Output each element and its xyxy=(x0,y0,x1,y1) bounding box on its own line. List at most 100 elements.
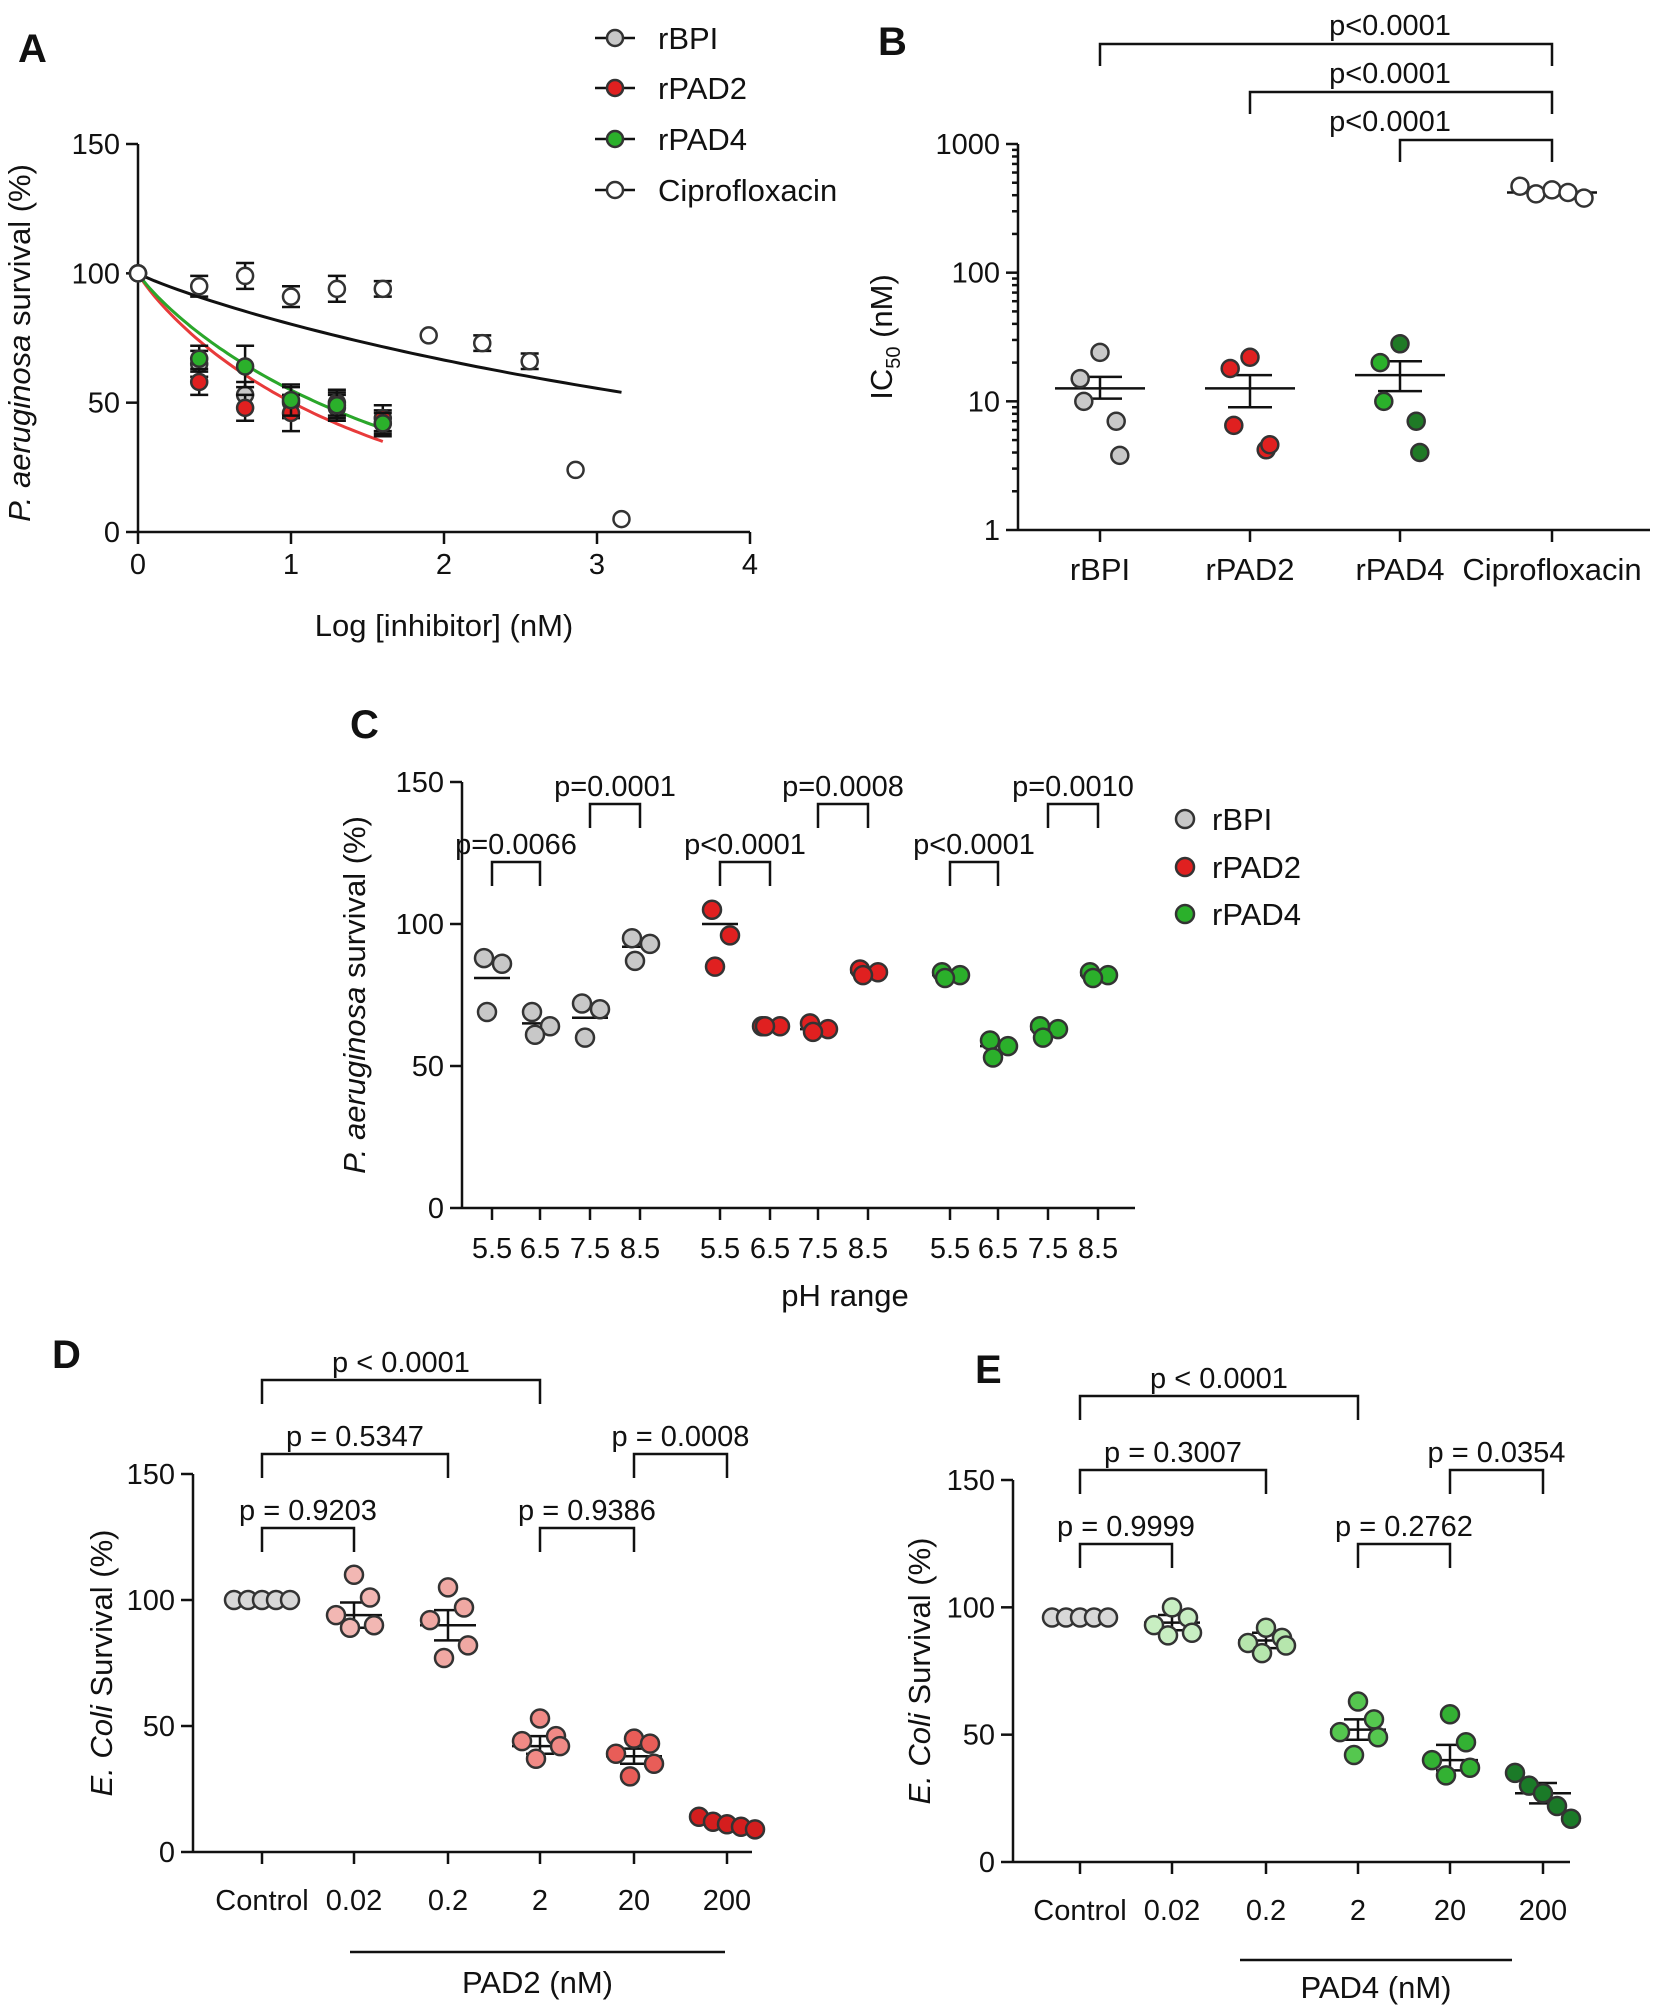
e-point xyxy=(1459,1757,1481,1779)
c-x-tick-label: 5.5 xyxy=(472,1233,512,1265)
a-point-rpad4 xyxy=(235,357,255,376)
a-y-tick-label: 150 xyxy=(72,129,120,161)
e-comparison-bracket xyxy=(1448,1468,1545,1494)
b-comparison-label: p<0.0001 xyxy=(1329,106,1451,138)
c-point-rbpi xyxy=(491,953,513,975)
d-comparison-bracket xyxy=(538,1526,636,1552)
c-point-rpad2 xyxy=(719,925,741,946)
a-point-ciprofloxacin xyxy=(189,277,209,296)
panel-label-e: E xyxy=(975,1348,1002,1392)
c-comparison-label: p<0.0001 xyxy=(684,829,806,861)
d-y-axis-title-part: Survival (%) xyxy=(84,1529,119,1705)
d-point xyxy=(525,1748,547,1770)
d-comparison-label: p = 0.9203 xyxy=(239,1495,377,1527)
c-comparison-bracket xyxy=(588,802,642,828)
c-x-tick-label: 6.5 xyxy=(750,1233,790,1265)
b-point-rpad4 xyxy=(1406,411,1426,432)
c-point-rpad4 xyxy=(979,1030,1001,1051)
d-x-tick-label: 20 xyxy=(618,1885,650,1917)
e-point xyxy=(1560,1808,1582,1829)
d-point xyxy=(457,1635,479,1656)
c-x-tick-label: 6.5 xyxy=(520,1233,560,1265)
e-comparison-label: p = 0.9999 xyxy=(1057,1511,1195,1543)
a-point-ciprofloxacin xyxy=(566,460,585,480)
a-y-axis-title: P. aeruginosa survival (%) xyxy=(2,164,37,522)
c-comparison-bracket xyxy=(718,860,772,886)
c-legend-label: rBPI xyxy=(1212,802,1272,837)
a-legend-marker-rpad2 xyxy=(605,78,625,98)
d-point xyxy=(549,1735,571,1757)
c-legend-marker-rpad4 xyxy=(1174,903,1196,925)
d-y-axis-title: E. Coli Survival (%) xyxy=(84,1529,119,1796)
b-point-ciprofloxacin xyxy=(1574,188,1594,208)
a-point-rpad4 xyxy=(281,390,301,410)
d-y-tick-label: 50 xyxy=(143,1711,175,1743)
a-x-tick-label: 3 xyxy=(589,549,605,581)
b-y-tick-label: 10 xyxy=(968,386,1000,418)
e-point xyxy=(1157,1625,1179,1646)
d-comparison-bracket xyxy=(260,1452,450,1478)
d-point xyxy=(605,1743,627,1764)
a-legend-marker-rbpi xyxy=(605,28,625,48)
e-point xyxy=(1255,1617,1277,1638)
d-point xyxy=(343,1564,365,1586)
b-point-ciprofloxacin xyxy=(1558,182,1578,203)
a-legend-marker-ciprofloxacin xyxy=(605,180,625,200)
c-y-tick-label: 0 xyxy=(428,1193,444,1225)
b-comparison-label: p<0.0001 xyxy=(1329,58,1451,90)
e-comparison-label: p = 0.0354 xyxy=(1428,1437,1566,1469)
c-comparison-label: p<0.0001 xyxy=(913,829,1035,861)
a-fit-curve-ciprofloxacin xyxy=(137,271,622,394)
c-x-tick-label: 7.5 xyxy=(570,1233,610,1265)
b-x-tick-label: Ciprofloxacin xyxy=(1462,552,1641,587)
e-x-tick-label: 20 xyxy=(1434,1895,1466,1927)
d-point xyxy=(279,1589,301,1611)
c-point-rbpi xyxy=(571,993,593,1014)
e-point xyxy=(1329,1721,1351,1743)
e-y-tick-label: 50 xyxy=(963,1720,995,1752)
d-y-tick-label: 100 xyxy=(127,1585,175,1617)
e-comparison-bracket xyxy=(1078,1468,1268,1494)
d-x-tick-label: 0.2 xyxy=(428,1885,468,1917)
e-x-tick-label: 200 xyxy=(1519,1895,1567,1927)
a-point-rpad4 xyxy=(327,396,347,415)
c-x-tick-label: 7.5 xyxy=(1028,1233,1068,1265)
e-point xyxy=(1363,1709,1385,1730)
d-y-tick-label: 0 xyxy=(159,1837,175,1869)
d-x-tick-label: 0.02 xyxy=(326,1885,382,1917)
b-y-axis-title: IC50 (nM) xyxy=(864,274,905,400)
c-comparison-label: p=0.0066 xyxy=(455,829,577,861)
a-point-rpad4 xyxy=(373,414,393,433)
c-point-rbpi xyxy=(621,927,643,949)
b-point-ciprofloxacin xyxy=(1510,176,1530,196)
e-y-tick-label: 150 xyxy=(947,1465,995,1497)
b-comparison-label: p<0.0001 xyxy=(1329,10,1451,42)
a-point-rpad2 xyxy=(189,372,209,392)
c-x-axis-title: pH range xyxy=(781,1278,909,1313)
b-y-axis-title-part: 50 xyxy=(883,347,905,369)
c-x-tick-label: 8.5 xyxy=(620,1233,660,1265)
c-point-rbpi xyxy=(639,933,661,955)
a-x-tick-label: 1 xyxy=(283,549,299,581)
e-point xyxy=(1504,1762,1526,1784)
b-point-rpad4 xyxy=(1390,334,1410,354)
b-point-ciprofloxacin xyxy=(1526,184,1546,204)
e-comparison-bracket xyxy=(1078,1394,1360,1420)
d-point xyxy=(419,1609,441,1631)
a-legend-label: rPAD4 xyxy=(658,122,747,157)
c-x-tick-label: 7.5 xyxy=(798,1233,838,1265)
d-comparison-label: p = 0.5347 xyxy=(286,1421,424,1453)
d-comparison-bracket xyxy=(632,1452,729,1478)
b-point-rbpi xyxy=(1106,411,1126,432)
c-point-rpad2 xyxy=(802,1021,824,1043)
a-y-axis-title-part: P. aeruginosa xyxy=(2,335,37,522)
c-y-tick-label: 150 xyxy=(396,767,444,799)
e-y-axis-title-part: Survival (%) xyxy=(902,1537,937,1713)
e-point xyxy=(1275,1635,1297,1656)
a-x-axis-title: Log [inhibitor] (nM) xyxy=(315,608,573,643)
b-point-rbpi xyxy=(1110,445,1130,466)
c-point-rpad2 xyxy=(701,899,723,921)
d-comparison-label: p < 0.0001 xyxy=(332,1347,470,1379)
e-point xyxy=(1367,1726,1389,1748)
b-point-rpad4 xyxy=(1410,442,1430,463)
